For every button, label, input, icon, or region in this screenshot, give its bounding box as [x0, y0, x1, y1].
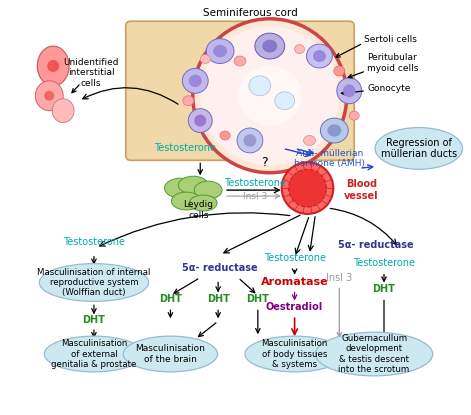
FancyBboxPatch shape [126, 21, 354, 160]
Ellipse shape [327, 124, 341, 137]
Text: Testosterone: Testosterone [63, 237, 125, 247]
Ellipse shape [37, 46, 69, 86]
Text: DHT: DHT [82, 315, 106, 325]
Ellipse shape [255, 33, 284, 59]
Ellipse shape [189, 75, 202, 87]
Ellipse shape [237, 128, 263, 153]
Ellipse shape [39, 264, 148, 301]
Ellipse shape [307, 44, 333, 68]
Text: 5α- reductase: 5α- reductase [338, 240, 414, 250]
Ellipse shape [303, 135, 316, 145]
Text: Gonocyte: Gonocyte [367, 84, 411, 93]
Ellipse shape [47, 60, 59, 72]
Ellipse shape [220, 131, 230, 140]
Text: Insl 3: Insl 3 [326, 273, 352, 283]
Ellipse shape [343, 84, 356, 97]
Text: Insl 3: Insl 3 [243, 192, 267, 200]
Text: DHT: DHT [373, 284, 396, 295]
Ellipse shape [35, 81, 63, 111]
Text: Regression of
müllerian ducts: Regression of müllerian ducts [381, 138, 457, 159]
Text: DHT: DHT [159, 294, 182, 304]
Text: Peritubular
myoid cells: Peritubular myoid cells [367, 53, 419, 73]
Text: Masculinisation
of the brain: Masculinisation of the brain [136, 344, 205, 364]
Ellipse shape [245, 336, 344, 372]
Ellipse shape [193, 19, 347, 173]
Ellipse shape [164, 178, 196, 198]
Ellipse shape [249, 76, 271, 96]
Ellipse shape [262, 39, 277, 53]
Ellipse shape [206, 39, 234, 63]
Ellipse shape [188, 109, 212, 132]
Ellipse shape [313, 50, 326, 62]
Ellipse shape [282, 162, 333, 214]
Ellipse shape [200, 54, 210, 63]
Ellipse shape [179, 176, 208, 194]
Text: Seminiferous cord: Seminiferous cord [203, 8, 297, 18]
Text: Sertoli cells: Sertoli cells [364, 34, 417, 44]
Text: ?: ? [261, 156, 268, 169]
Ellipse shape [244, 134, 256, 146]
Text: Oestradiol: Oestradiol [266, 302, 323, 312]
Ellipse shape [234, 56, 246, 66]
Ellipse shape [182, 68, 208, 93]
Text: DHT: DHT [207, 294, 229, 304]
Text: Masculinisation
of body tissues
& systems: Masculinisation of body tissues & system… [261, 339, 328, 369]
Ellipse shape [337, 78, 362, 104]
Ellipse shape [52, 99, 74, 122]
Text: Testosterone: Testosterone [353, 258, 415, 268]
Ellipse shape [375, 127, 463, 169]
Text: Testosterone: Testosterone [154, 144, 216, 154]
Text: Masculinisation
of external
genitalia & prostate: Masculinisation of external genitalia & … [51, 339, 137, 369]
Ellipse shape [289, 169, 326, 207]
Text: Unidentified
interstitial
cells: Unidentified interstitial cells [63, 58, 119, 88]
Text: DHT: DHT [246, 294, 269, 304]
Ellipse shape [213, 45, 227, 57]
Text: Testosterone: Testosterone [264, 253, 325, 263]
Ellipse shape [334, 66, 345, 76]
Ellipse shape [189, 195, 217, 211]
Text: Blood
vessel: Blood vessel [344, 179, 379, 201]
Text: Anti- müllerian
hormone (AMH): Anti- müllerian hormone (AMH) [294, 149, 365, 168]
Ellipse shape [349, 111, 359, 120]
Ellipse shape [44, 91, 54, 101]
Ellipse shape [275, 92, 294, 110]
Ellipse shape [123, 336, 218, 372]
Ellipse shape [237, 66, 302, 126]
Text: Leydig
cells: Leydig cells [183, 200, 213, 220]
Ellipse shape [194, 181, 222, 199]
Ellipse shape [294, 44, 305, 54]
Text: Gubernacullum
development
& testis descent
into the scrotum: Gubernacullum development & testis desce… [339, 334, 410, 374]
Ellipse shape [200, 26, 339, 165]
Text: 5α- reductase: 5α- reductase [182, 263, 258, 273]
Ellipse shape [194, 115, 206, 127]
Text: Masculinisation of internal
reproductive system
(Wolffian duct): Masculinisation of internal reproductive… [37, 268, 151, 298]
Ellipse shape [183, 96, 194, 106]
Text: Aromatase: Aromatase [261, 276, 328, 286]
Ellipse shape [316, 332, 433, 376]
Text: Testosterone: Testosterone [224, 178, 286, 188]
Ellipse shape [320, 118, 348, 143]
Ellipse shape [44, 336, 144, 372]
Ellipse shape [171, 192, 201, 210]
